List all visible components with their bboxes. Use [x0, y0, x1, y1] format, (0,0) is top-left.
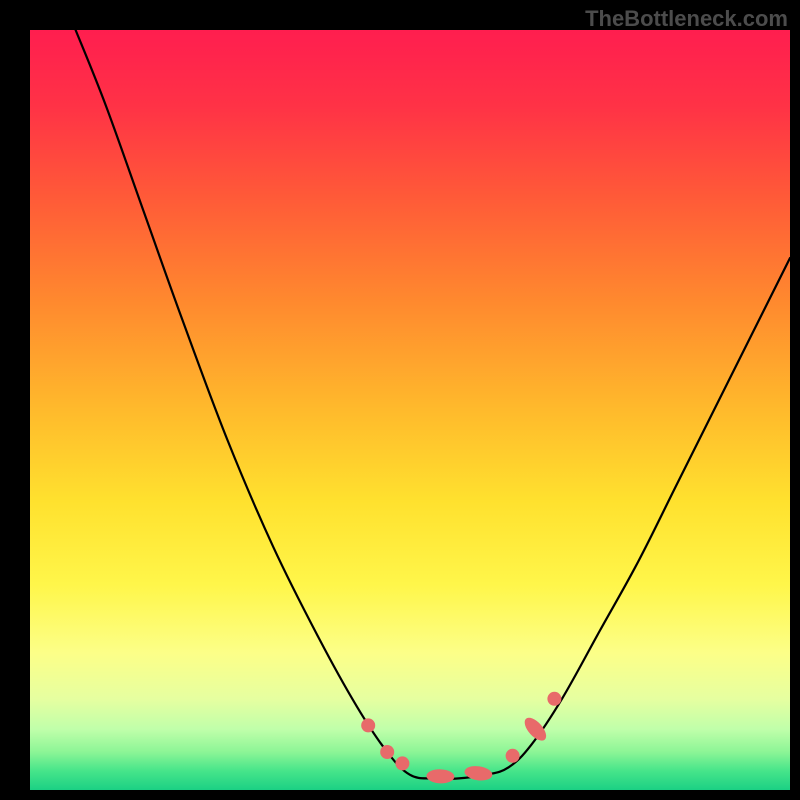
watermark-text: TheBottleneck.com	[585, 6, 788, 32]
marker-dot	[547, 692, 561, 706]
plot-background	[30, 30, 790, 790]
marker-dot	[506, 749, 520, 763]
chart-frame: TheBottleneck.com	[0, 0, 800, 800]
chart-svg	[0, 0, 800, 800]
marker-dot	[380, 745, 394, 759]
marker-dot	[361, 718, 375, 732]
marker-dot	[395, 756, 409, 770]
